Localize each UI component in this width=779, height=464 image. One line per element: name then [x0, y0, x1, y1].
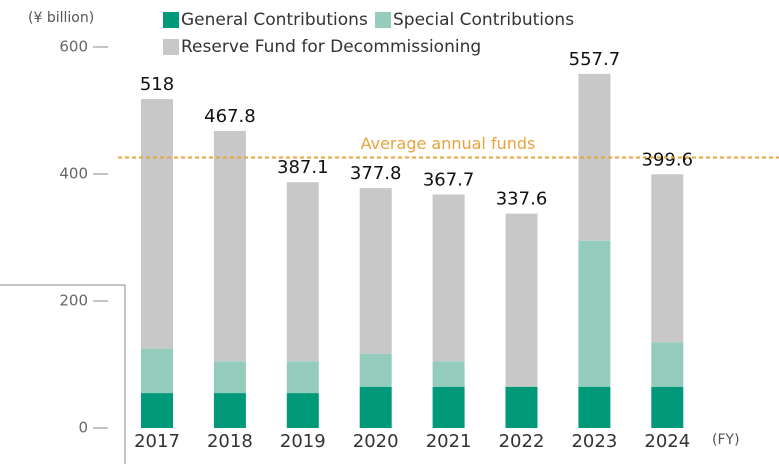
total-label: 518 [140, 74, 174, 95]
bar-segment [651, 174, 684, 343]
total-label: 377.8 [350, 163, 402, 184]
x-tick-label: 2017 [134, 431, 180, 452]
total-label: 399.6 [642, 149, 694, 170]
bar-segment [213, 361, 246, 394]
y-unit: (¥ billion) [28, 10, 94, 26]
bar-segment [213, 393, 246, 428]
bar-segment [505, 213, 538, 387]
bar-segment [359, 188, 392, 354]
y-tick-label: 0 [78, 419, 88, 437]
bar-segment [432, 194, 465, 362]
x-tick-label: 2019 [280, 431, 326, 452]
total-label: 467.8 [204, 106, 256, 127]
legend-label: Special Contributions [393, 10, 574, 30]
bar-segment [286, 393, 319, 428]
bar-segment [213, 130, 246, 362]
total-label: 387.1 [277, 157, 329, 178]
total-label: 557.7 [569, 49, 621, 70]
bar-segment [141, 99, 173, 349]
bar-segment [286, 182, 319, 362]
x-tick-label: 2018 [207, 431, 253, 452]
bar-segment [432, 361, 465, 387]
bar-segment [359, 353, 392, 387]
bar-segment [286, 361, 319, 394]
y-tick-label: 200 [59, 292, 88, 310]
bar-segment [651, 386, 684, 428]
legend-label: General Contributions [181, 10, 368, 30]
total-label: 367.7 [423, 170, 475, 191]
bar-segment [578, 240, 611, 387]
legend-label: Reserve Fund for Decommissioning [181, 37, 481, 57]
x-tick-label: 2021 [426, 431, 472, 452]
average-label: Average annual funds [361, 134, 536, 153]
bar-segment [578, 386, 611, 428]
y-tick-label: 400 [59, 165, 88, 183]
x-tick-label: 2020 [353, 431, 399, 452]
legend-swatch [163, 12, 179, 28]
legend-swatch [163, 39, 179, 55]
y-tick-label: 600 [59, 38, 88, 56]
bar-segment [432, 386, 465, 428]
bar-segment [651, 342, 684, 387]
x-tick-label: 2023 [571, 431, 617, 452]
bar-segment [359, 386, 392, 428]
x-tick-label: 2024 [644, 431, 690, 452]
bar-segment [141, 348, 173, 394]
bar-segment [505, 386, 538, 428]
x-unit: (FY) [712, 432, 740, 448]
bar-segment [141, 393, 173, 428]
total-label: 337.6 [496, 189, 548, 210]
x-tick-label: 2022 [499, 431, 545, 452]
legend-swatch [375, 12, 391, 28]
